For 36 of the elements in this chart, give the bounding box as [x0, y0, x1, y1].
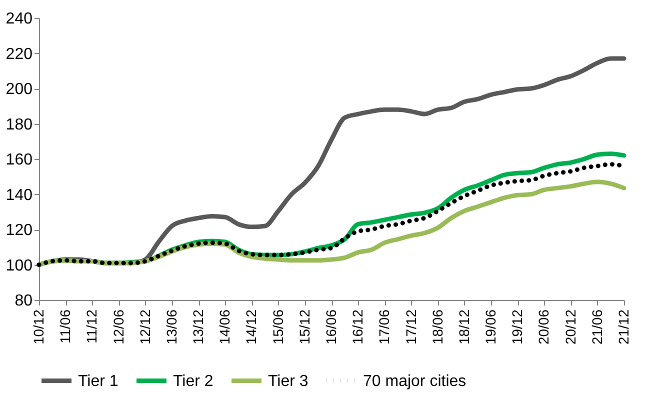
x-tick-label: 17/12: [402, 309, 419, 345]
y-tick-label: 100: [6, 257, 33, 274]
legend-label: 70 major cities: [363, 372, 466, 390]
x-tick-label: 11/12: [84, 309, 100, 344]
x-tick-label: 18/06: [429, 309, 446, 345]
y-tick-label: 200: [6, 81, 33, 98]
x-tick-label: 16/12: [350, 309, 366, 345]
y-tick-label: 160: [6, 152, 33, 168]
x-tick-label: 13/06: [163, 309, 180, 345]
x-tick-label: 12/12: [136, 309, 153, 345]
x-tick-label: 12/06: [110, 309, 126, 345]
y-tick-label: 220: [6, 46, 33, 63]
x-tick-label: 21/06: [588, 309, 605, 345]
legend-label: Tier 2: [173, 372, 214, 390]
y-tick-label: 80: [14, 292, 33, 310]
x-tick-label: 18/12: [456, 309, 472, 345]
x-tick-label: 15/12: [296, 309, 312, 345]
x-tick-label: 19/12: [509, 309, 526, 345]
x-tick-label: 20/12: [562, 309, 578, 345]
y-tick-label: 240: [6, 10, 33, 28]
x-tick-label: 16/06: [323, 309, 339, 345]
y-tick-label: 180: [6, 116, 33, 134]
x-tick-label: 14/12: [243, 309, 260, 345]
y-tick-label: 140: [6, 186, 33, 204]
x-tick-label: 11/06: [57, 309, 74, 344]
legend-label: Tier 1: [78, 372, 118, 390]
y-tick-label: 120: [6, 222, 33, 239]
x-tick-label: 20/06: [536, 309, 552, 345]
x-tick-label: 15/06: [270, 309, 286, 345]
x-tick-label: 17/06: [376, 309, 392, 345]
x-tick-label: 10/12: [30, 309, 46, 345]
x-tick-label: 13/12: [190, 309, 206, 345]
x-tick-label: 14/06: [216, 309, 233, 345]
x-tick-label: 21/12: [616, 309, 632, 345]
legend-label: Tier 3: [268, 372, 308, 390]
x-tick-label: 19/06: [482, 309, 499, 345]
